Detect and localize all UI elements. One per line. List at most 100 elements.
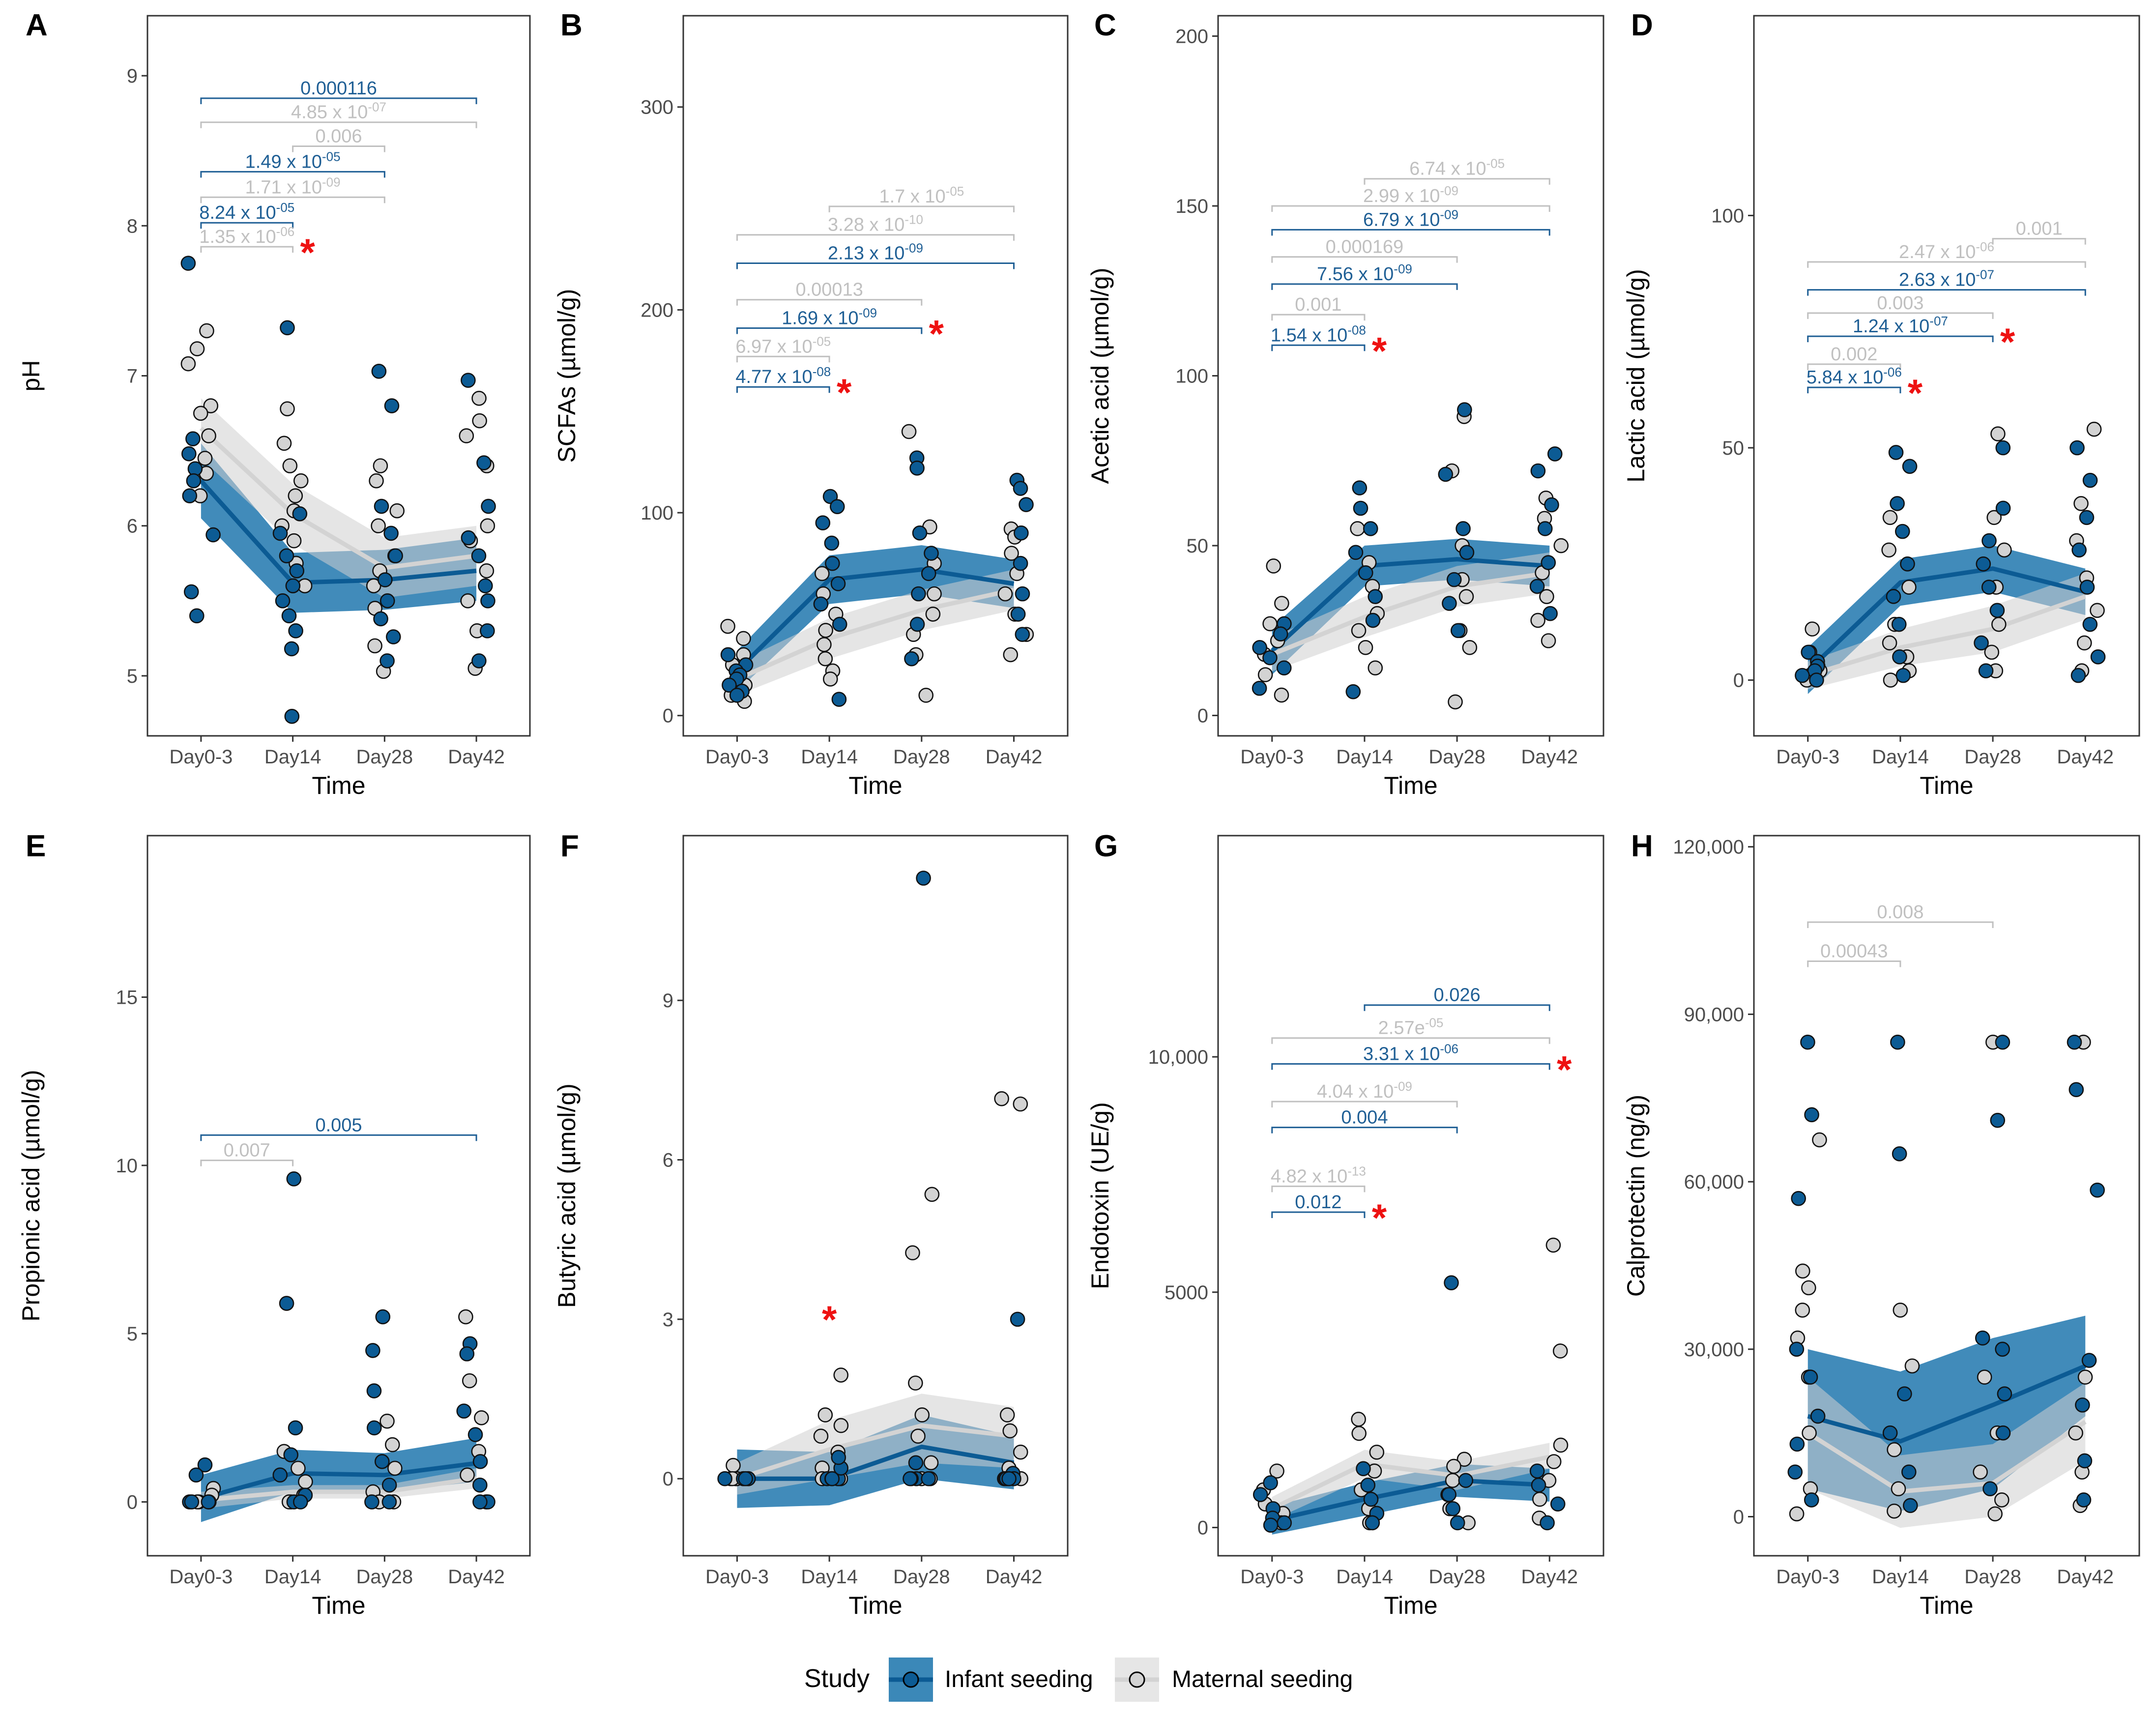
panel-a-maternal-point bbox=[189, 341, 205, 356]
panel-d-significance-bracket bbox=[1807, 335, 1994, 343]
panel-b-infant-point bbox=[813, 596, 829, 612]
panel-e-infant-point bbox=[472, 1477, 488, 1493]
panel-g-maternal-point bbox=[1445, 1473, 1460, 1488]
panel-h-maternal-point bbox=[1789, 1506, 1805, 1522]
panel-b-xtick-label: Day14 bbox=[801, 746, 858, 768]
panel-a-significance-bracket bbox=[200, 196, 385, 204]
panel-h-infant-point bbox=[1892, 1146, 1907, 1162]
panel-h-maternal-point bbox=[1977, 1369, 1992, 1385]
panel-h-infant-point bbox=[1903, 1498, 1918, 1513]
panel-a-infant-point bbox=[374, 498, 389, 514]
panel-e-significance-bracket bbox=[200, 1160, 294, 1166]
panel-g-ytick-label: 5000 bbox=[1165, 1282, 1208, 1304]
panel-d-infant-point bbox=[1981, 580, 1997, 595]
panel-c-maternal-point bbox=[1274, 687, 1289, 703]
panel-a-maternal-point bbox=[480, 518, 495, 534]
panel-a-infant-point bbox=[272, 525, 288, 541]
panel-b-infant-point bbox=[1015, 586, 1030, 602]
panel-b-maternal-point bbox=[997, 586, 1013, 602]
panel-c-significance-bracket bbox=[1271, 283, 1458, 290]
panel-d-maternal-point bbox=[1997, 542, 2012, 558]
panel-e-xaxis-title: Time bbox=[312, 1592, 365, 1619]
panel-c-maternal-point bbox=[1530, 612, 1545, 628]
panel-b-yaxis-title: SCFAs (µmol/g) bbox=[553, 289, 581, 463]
panel-c-significance-bracket bbox=[1271, 205, 1550, 212]
panel-d-significance-label: 2.47 x 10-06 bbox=[1899, 239, 1994, 262]
panel-c-infant-point bbox=[1368, 589, 1383, 604]
panel-g-infant-point bbox=[1365, 1515, 1380, 1531]
panel-h-maternal-point bbox=[1887, 1503, 1902, 1519]
panel-a-yaxis-title: pH bbox=[17, 360, 45, 392]
panel-b-infant-point bbox=[822, 489, 838, 504]
panel-d-infant-point bbox=[1795, 668, 1810, 683]
panel-f-infant-point bbox=[921, 1471, 936, 1486]
panel-a-ytick-label: 5 bbox=[127, 666, 138, 687]
panel-c-infant-point bbox=[1353, 500, 1369, 516]
panel-e-infant-point bbox=[467, 1427, 483, 1442]
panel-d-maternal-point bbox=[1984, 644, 2000, 660]
panel-a-infant-point bbox=[180, 256, 196, 271]
panel-e-significance-label: 0.007 bbox=[224, 1140, 270, 1161]
panel-c-maternal-point bbox=[1257, 667, 1273, 682]
panel-a-infant-point bbox=[385, 629, 401, 644]
panel-g-infant-point bbox=[1550, 1496, 1566, 1512]
panel-d-infant-point bbox=[1989, 603, 2005, 618]
panel-h-infant-point bbox=[1791, 1191, 1806, 1206]
panel-b-maternal-ribbon bbox=[737, 569, 1014, 696]
panel-c-maternal-point bbox=[1462, 640, 1478, 655]
panel-a-ytick-label: 7 bbox=[127, 366, 138, 387]
panel-e-infant-point bbox=[279, 1296, 294, 1311]
panel-d-maternal-point bbox=[2090, 603, 2105, 618]
panel-b-maternal-point bbox=[1004, 546, 1019, 561]
panel-a-infant-point bbox=[288, 623, 303, 639]
panel-c-infant-point bbox=[1345, 684, 1361, 699]
panel-h-infant-point bbox=[1995, 1425, 2011, 1441]
panel-g-infant-point bbox=[1531, 1478, 1546, 1493]
panel-a-letter: A bbox=[26, 8, 48, 42]
panel-c-xtick-label: Day0-3 bbox=[1240, 746, 1304, 768]
panel-c-maternal-point bbox=[1274, 596, 1289, 611]
panel-g-infant-point bbox=[1356, 1461, 1371, 1477]
panel-b-significance-bracket bbox=[736, 327, 923, 334]
panel-c-xtick-label: Day14 bbox=[1336, 746, 1393, 768]
panel-d-xaxis-title: Time bbox=[1920, 772, 1973, 799]
panel-d-significance-label: 2.63 x 10-07 bbox=[1899, 267, 1994, 291]
panel-a-maternal-point bbox=[472, 413, 487, 429]
panel-a-infant-point bbox=[186, 473, 202, 489]
panel-e-maternal-point bbox=[387, 1460, 403, 1476]
panel-e-plot-frame bbox=[146, 835, 531, 1557]
panel-h-infant-point bbox=[1995, 1034, 2010, 1050]
panel-d-maternal-point bbox=[2073, 496, 2089, 511]
panel-a-ytick-label: 8 bbox=[127, 215, 138, 237]
panel-a-maternal-point bbox=[288, 488, 303, 503]
panel-h: H 0 30,000 60,000 90,000 120,000 Day0-3 Day14 D… bbox=[1622, 829, 2140, 1619]
panel-g-maternal-mean-line bbox=[1271, 1454, 1550, 1511]
panel-b-ytick-label: 100 bbox=[641, 502, 673, 524]
panel-b-infant-point bbox=[1014, 525, 1029, 541]
panel-b-ytick-label: 200 bbox=[641, 299, 673, 321]
panel-c-maternal-point bbox=[1351, 623, 1367, 639]
panel-d-infant-point bbox=[1895, 668, 1911, 683]
panel-a-infant-point bbox=[378, 572, 393, 587]
panel-d-maternal-point bbox=[1882, 635, 1897, 651]
panel-h-infant-point bbox=[1800, 1034, 1815, 1050]
panel-c-infant-point bbox=[1450, 623, 1466, 639]
panel-g-infant-point bbox=[1450, 1515, 1465, 1531]
panel-a-significance-label: 8.24 x 10-05 bbox=[199, 200, 294, 223]
panel-h-infant-point bbox=[1804, 1107, 1819, 1123]
panel-c-significance-bracket bbox=[1271, 344, 1366, 351]
panel-h-maternal-point bbox=[1812, 1132, 1827, 1148]
panel-g-maternal-point bbox=[1553, 1437, 1569, 1453]
panel-d-infant-point bbox=[1886, 589, 1901, 604]
panel-a-maternal-point bbox=[276, 436, 292, 451]
panel-a-maternal-point bbox=[460, 593, 476, 609]
panel-a-infant-point bbox=[189, 608, 204, 624]
panel-d-infant-point bbox=[2070, 668, 2086, 683]
panel-e-maternal-point bbox=[298, 1474, 313, 1489]
panel-d-infant-point bbox=[1890, 496, 1905, 511]
panel-g-significance-bracket bbox=[1271, 1211, 1366, 1219]
legend-key-infant bbox=[889, 1658, 933, 1702]
panel-f-maternal-point bbox=[923, 1455, 939, 1471]
panel-b-infant-point bbox=[1019, 497, 1034, 512]
panel-c-maternal-mean-line bbox=[1271, 570, 1550, 657]
